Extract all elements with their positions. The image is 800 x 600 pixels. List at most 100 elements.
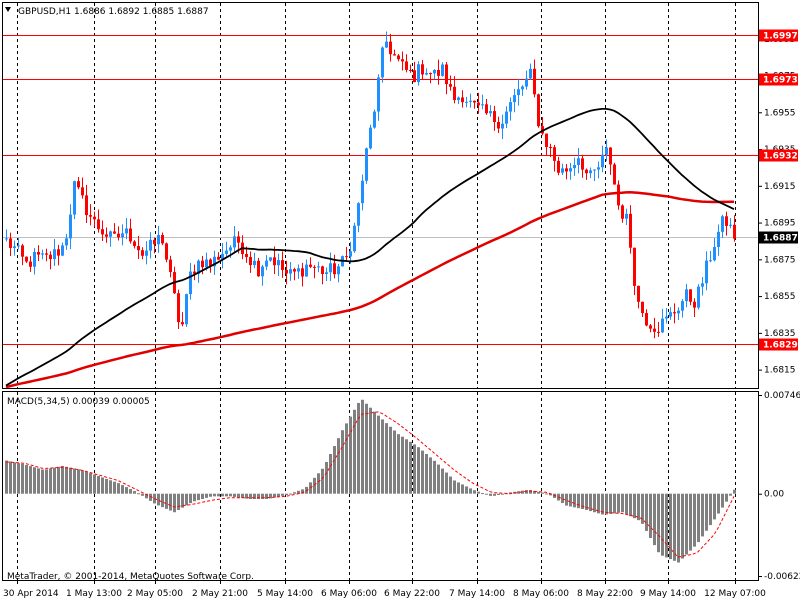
bear-candle: [557, 160, 560, 173]
macd-bar: [645, 493, 648, 531]
bull-candle: [709, 260, 712, 262]
macd-bar: [693, 493, 696, 547]
macd-bar: [5, 460, 8, 494]
macd-bar: [509, 492, 512, 494]
macd-bar: [397, 434, 400, 494]
bear-candle: [613, 164, 616, 185]
bear-candle: [37, 252, 40, 255]
bear-candle: [609, 147, 612, 165]
bear-candle: [389, 41, 392, 55]
macd-bar: [577, 493, 580, 509]
bull-candle: [681, 301, 684, 311]
bull-candle: [717, 231, 720, 247]
bull-candle: [13, 246, 16, 248]
macd-bar: [273, 493, 276, 498]
macd-bar: [401, 436, 404, 494]
bear-candle: [273, 257, 276, 266]
macd-bar: [437, 464, 440, 494]
bear-candle: [105, 234, 108, 237]
macd-bar: [189, 493, 192, 504]
bear-candle: [245, 254, 248, 258]
macd-bar: [417, 447, 420, 494]
macd-bar: [465, 486, 468, 494]
bull-candle: [417, 64, 420, 83]
bull-candle: [73, 181, 76, 215]
macd-bar: [565, 493, 568, 506]
x-tick-label: 8 May 22:00: [577, 589, 633, 599]
macd-bar: [461, 484, 464, 494]
macd-bar: [629, 493, 632, 517]
bull-candle: [305, 264, 308, 277]
bear-candle: [549, 147, 552, 149]
bear-candle: [129, 228, 132, 242]
bull-candle: [705, 260, 708, 284]
macd-bar: [293, 492, 296, 494]
macd-bar: [173, 493, 176, 513]
macd-bar: [657, 493, 660, 553]
bull-candle: [665, 316, 668, 319]
bull-candle: [361, 180, 364, 204]
price-panel-frame: [2, 2, 759, 389]
x-tick-label: 30 Apr 2014: [3, 589, 59, 599]
x-tick-label: 9 May 14:00: [640, 589, 696, 599]
bear-candle: [301, 268, 304, 277]
macd-bar: [633, 493, 636, 519]
macd-bar: [161, 493, 164, 508]
macd-bar: [669, 493, 672, 560]
bear-candle: [429, 73, 432, 75]
bull-candle: [469, 100, 472, 102]
bull-candle: [593, 169, 596, 171]
x-tick-label: 8 May 06:00: [513, 589, 569, 599]
bull-candle: [253, 260, 256, 266]
y-tick-label: 1.6895: [764, 219, 796, 229]
macd-bar: [257, 493, 260, 499]
bear-candle: [77, 181, 80, 188]
macd-bar: [561, 493, 564, 504]
bull-candle: [481, 104, 484, 106]
macd-bar: [689, 493, 692, 551]
macd-bar: [549, 493, 552, 496]
bear-candle: [725, 216, 728, 226]
bear-candle: [533, 68, 536, 95]
macd-bar: [733, 489, 736, 494]
bear-candle: [281, 260, 284, 270]
bear-candle: [45, 253, 48, 255]
bull-candle: [61, 245, 64, 256]
bear-candle: [553, 147, 556, 161]
bull-candle: [369, 127, 372, 149]
menu-triangle-icon[interactable]: [5, 7, 11, 12]
macd-bar: [89, 473, 92, 494]
macd-bar: [125, 487, 128, 494]
bull-candle: [385, 41, 388, 48]
bull-candle: [589, 170, 592, 174]
macd-bar: [97, 476, 100, 494]
macd-title: MACD(5,34,5) 0.00039 0.00005: [7, 397, 150, 407]
level-price-label: 1.6973: [763, 76, 798, 86]
macd-bar: [345, 423, 348, 494]
bull-candle: [529, 68, 532, 79]
macd-bar: [233, 493, 236, 497]
macd-bar: [641, 493, 644, 524]
bull-candle: [289, 269, 292, 274]
macd-bar: [313, 477, 316, 494]
bull-candle: [145, 250, 148, 256]
macd-bar: [45, 469, 48, 494]
macd-bar: [469, 488, 472, 494]
macd-bar: [529, 490, 532, 494]
bull-candle: [517, 89, 520, 96]
bull-candle: [221, 253, 224, 260]
macd-bar: [717, 493, 720, 514]
bull-candle: [149, 239, 152, 251]
macd-bar: [433, 460, 436, 494]
x-tick-label: 7 May 14:00: [449, 589, 505, 599]
bull-candle: [349, 251, 352, 257]
macd-bar: [165, 493, 168, 509]
bear-candle: [689, 289, 692, 302]
macd-bar: [605, 493, 608, 515]
bull-candle: [121, 233, 124, 238]
macd-y-tick-label: -0.00622: [764, 572, 800, 582]
bear-candle: [421, 64, 424, 75]
bear-candle: [9, 238, 12, 248]
macd-bar: [357, 402, 360, 494]
